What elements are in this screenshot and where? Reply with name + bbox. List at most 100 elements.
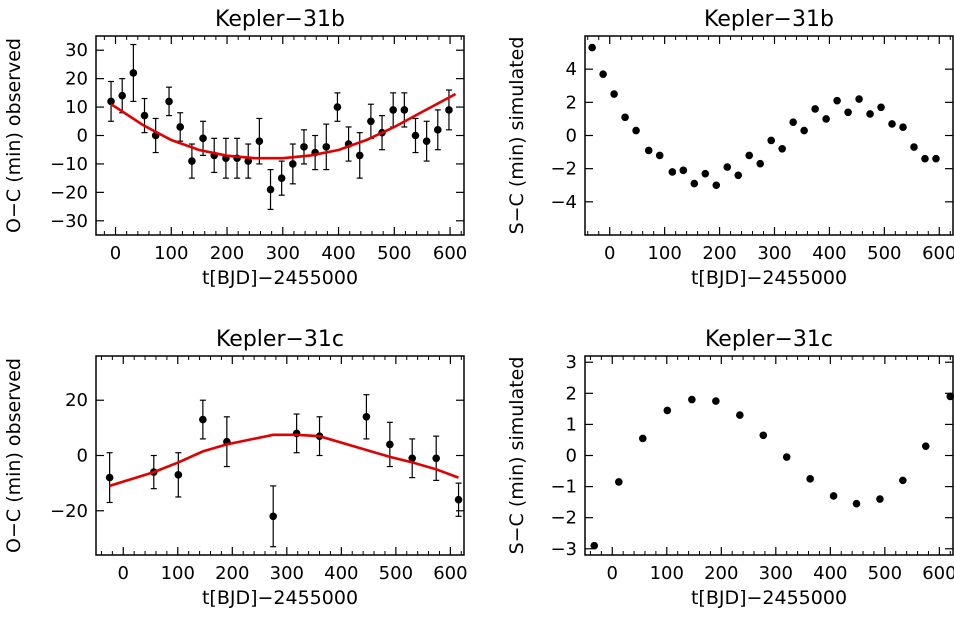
data-point <box>668 168 677 176</box>
data-point <box>300 143 308 151</box>
data-point <box>615 478 623 486</box>
data-point <box>690 179 699 188</box>
data-point <box>389 106 397 114</box>
data-point <box>362 413 371 421</box>
axis-frame <box>95 35 465 236</box>
y-tick-label: −20 <box>50 501 88 522</box>
y-tick-label: 1 <box>566 414 577 435</box>
chart-panel-k31b-simulated: Kepler−31b t[BJD]−2455000 S−C (min) simula… <box>506 7 954 289</box>
y-tick-label: −2 <box>550 159 577 180</box>
data-point <box>188 157 196 165</box>
x-tick-label: 500 <box>377 243 411 264</box>
y-axis-label: S−C (min) simulated <box>506 357 528 555</box>
x-tick-label: 600 <box>922 243 954 264</box>
data-point <box>386 440 394 449</box>
data-point <box>877 103 885 112</box>
data-point <box>105 473 114 482</box>
x-tick-label: 500 <box>379 563 413 584</box>
x-tick-label: 500 <box>867 243 901 264</box>
y-tick-label: −2 <box>550 508 577 529</box>
y-tick-label: −3 <box>550 539 577 560</box>
data-point <box>806 475 814 483</box>
data-point <box>876 495 884 503</box>
model-curve <box>109 433 459 488</box>
data-point <box>888 120 896 128</box>
data-point <box>782 453 791 461</box>
data-point <box>644 146 653 155</box>
y-tick-label: 0 <box>566 446 577 467</box>
y-tick-label: −30 <box>50 211 88 232</box>
data-point <box>322 143 331 151</box>
data-point <box>767 136 775 145</box>
y-tick-label: 20 <box>65 69 88 90</box>
data-point <box>266 185 275 194</box>
data-point <box>759 431 768 440</box>
data-point <box>655 151 664 160</box>
data-point <box>129 69 138 77</box>
x-tick-label: 400 <box>321 243 355 264</box>
data-point <box>140 111 149 120</box>
x-tick-label: 0 <box>110 243 121 264</box>
data-point <box>174 471 183 479</box>
x-tick-label: 0 <box>118 563 129 584</box>
data-point <box>355 151 364 160</box>
y-axis-label: O−C (min) observed <box>3 358 25 553</box>
y-tick-label: 20 <box>65 390 88 411</box>
data-point <box>899 123 907 132</box>
data-point <box>921 154 929 163</box>
data-point <box>712 397 720 405</box>
data-point <box>852 499 861 508</box>
data-point <box>165 97 173 106</box>
data-point <box>289 160 297 168</box>
data-point <box>756 159 765 168</box>
data-point <box>663 406 672 415</box>
data-point <box>829 492 838 500</box>
data-point <box>679 166 688 175</box>
data-point <box>789 118 797 127</box>
data-point <box>899 476 907 485</box>
data-point <box>333 103 342 111</box>
y-tick-label: 2 <box>566 383 577 404</box>
x-tick-label: 300 <box>266 243 300 264</box>
x-tick-label: 600 <box>922 563 954 584</box>
data-point <box>610 90 618 98</box>
x-tick-label: 300 <box>759 563 793 584</box>
data-point <box>833 96 841 105</box>
chart-title: Kepler−31c <box>216 327 344 352</box>
x-tick-label: 200 <box>215 563 249 584</box>
x-tick-label: 400 <box>324 563 358 584</box>
data-point <box>932 154 940 163</box>
data-point <box>745 151 754 160</box>
chart-title: Kepler−31b <box>704 7 834 32</box>
data-point <box>638 434 647 443</box>
y-tick-label: 30 <box>65 40 88 61</box>
chart-title: Kepler−31b <box>215 7 345 32</box>
data-point <box>588 43 596 52</box>
chart-panel-k31c-observed: Kepler−31c t[BJD]−2455000 O−C (min) observ… <box>3 327 468 609</box>
data-point <box>811 105 819 113</box>
data-point <box>778 144 786 153</box>
data-point <box>921 442 930 450</box>
x-tick-label: 100 <box>161 563 195 584</box>
data-point <box>422 137 431 145</box>
data-point <box>736 411 744 419</box>
y-tick-label: 3 <box>566 352 577 373</box>
x-tick-label: 300 <box>757 243 791 264</box>
chart-panel-k31b-observed: Kepler−31b t[BJD]−2455000 O−C (min) observ… <box>3 7 467 289</box>
x-tick-label: 400 <box>813 563 847 584</box>
data-point <box>822 115 830 123</box>
data-point <box>244 157 253 165</box>
x-tick-label: 200 <box>210 243 244 264</box>
data-point <box>432 454 440 463</box>
y-tick-label: 2 <box>566 92 577 113</box>
data-point <box>454 495 463 504</box>
data-point <box>688 395 696 404</box>
data-point <box>433 126 442 134</box>
data-point <box>269 512 277 521</box>
x-axis-label: t[BJD]−2455000 <box>691 587 847 609</box>
data-point <box>590 541 599 550</box>
y-tick-label: −20 <box>50 182 88 203</box>
x-tick-label: 200 <box>702 243 736 264</box>
y-axis-label: S−C (min) simulated <box>506 37 528 235</box>
